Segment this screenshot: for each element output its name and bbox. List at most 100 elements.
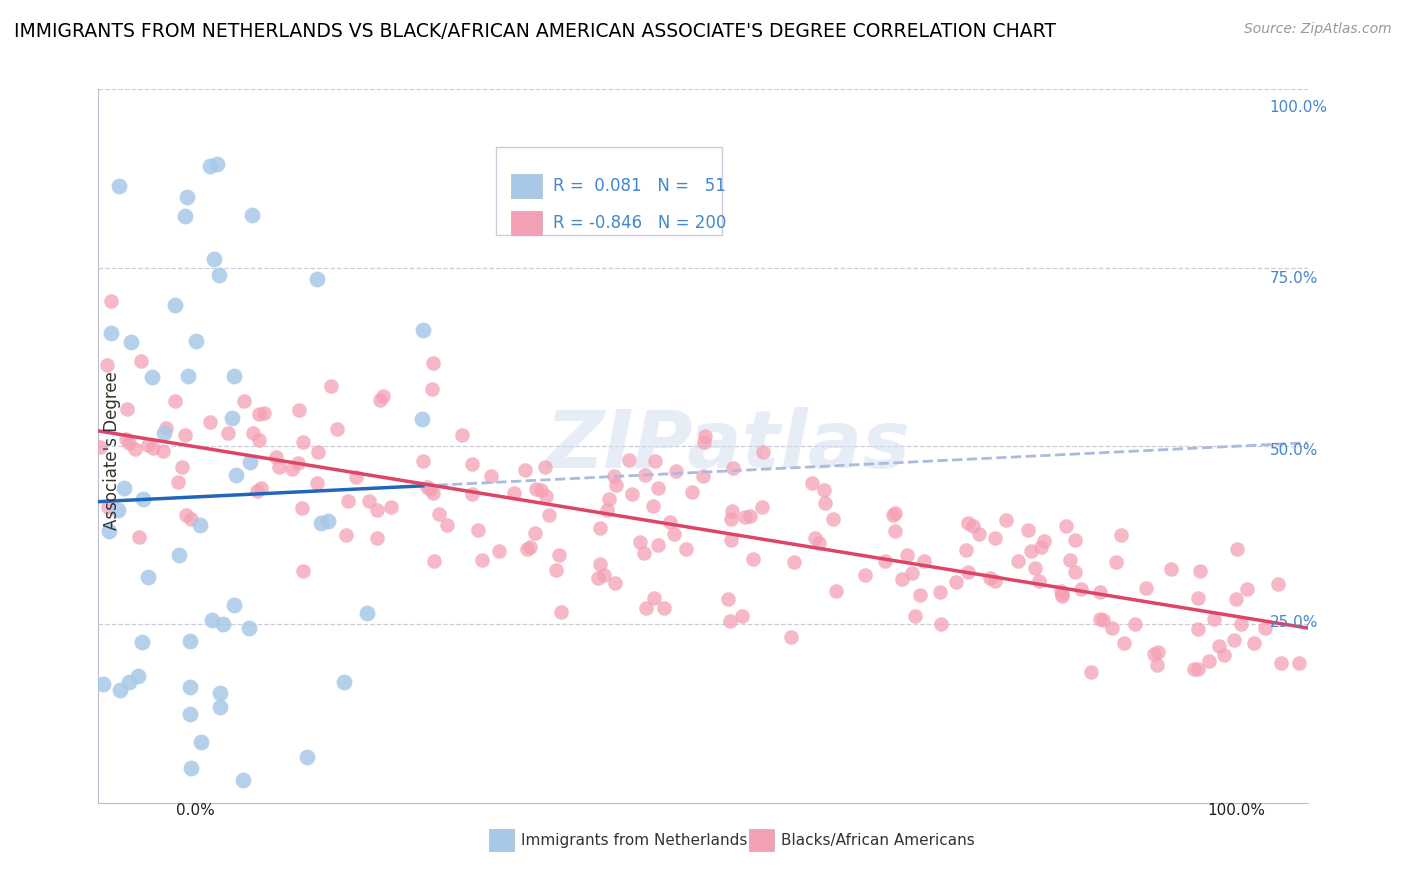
Point (1254, 621, 1277, 635)
Point (516, 542, 538, 557)
Point (1028, 574, 1050, 588)
Point (172, 459, 194, 474)
Point (983, 531, 1005, 545)
Point (1050, 584, 1073, 599)
Point (131, 353, 153, 368)
Point (695, 429, 717, 443)
Point (333, 675, 356, 690)
Point (721, 461, 744, 475)
Point (208, 700, 231, 714)
Point (96, 359, 118, 373)
Text: 25.0%: 25.0% (1270, 615, 1317, 630)
Point (221, 410, 243, 425)
Point (366, 531, 388, 545)
Point (1147, 645, 1170, 659)
Point (957, 565, 980, 579)
Point (1019, 543, 1042, 558)
Point (1064, 565, 1087, 579)
Point (471, 552, 494, 566)
Point (450, 428, 472, 442)
Point (309, 516, 332, 530)
Point (412, 323, 434, 337)
Point (598, 492, 620, 507)
Point (412, 454, 434, 468)
Point (222, 368, 245, 383)
Point (117, 401, 139, 416)
Text: 0.0%: 0.0% (176, 803, 215, 818)
Point (179, 681, 201, 695)
Point (720, 511, 742, 525)
Point (153, 425, 176, 440)
Point (141, 442, 163, 456)
Point (176, 190, 198, 204)
Point (222, 598, 245, 612)
Point (225, 467, 247, 482)
Point (643, 591, 665, 606)
Point (1187, 622, 1209, 636)
Point (179, 634, 201, 648)
Point (908, 588, 931, 602)
Point (1105, 555, 1128, 569)
Text: Associate's Degree: Associate's Degree (104, 371, 121, 530)
Point (107, 178, 129, 193)
Text: Immigrants from Netherlands: Immigrants from Netherlands (520, 833, 748, 847)
Point (717, 591, 740, 606)
Point (233, 393, 256, 408)
Point (180, 761, 202, 775)
Point (1101, 621, 1123, 635)
Point (488, 544, 510, 558)
Point (1267, 577, 1289, 591)
Point (422, 554, 444, 568)
Point (232, 773, 254, 788)
Point (321, 379, 343, 393)
Point (617, 453, 640, 467)
Point (550, 605, 572, 619)
Point (461, 486, 484, 500)
Point (945, 575, 967, 590)
Point (287, 456, 309, 470)
Point (180, 511, 202, 525)
Point (633, 546, 655, 560)
Point (693, 435, 716, 450)
Point (292, 564, 315, 578)
Point (1236, 582, 1258, 596)
Text: R = -0.846   N = 200: R = -0.846 N = 200 (554, 214, 727, 232)
Point (738, 509, 761, 524)
Point (100, 326, 122, 341)
Point (855, 567, 877, 582)
Point (366, 502, 388, 516)
Point (198, 159, 221, 173)
Point (167, 548, 190, 562)
Point (336, 494, 359, 508)
Point (692, 469, 714, 483)
Text: 100.0%: 100.0% (1208, 803, 1265, 818)
Point (721, 504, 744, 518)
Point (368, 392, 391, 407)
Point (530, 483, 553, 497)
Point (813, 496, 835, 510)
Point (824, 584, 846, 599)
Point (801, 476, 824, 491)
Text: 75.0%: 75.0% (1270, 271, 1317, 286)
Point (240, 208, 263, 222)
Point (903, 609, 925, 624)
Point (644, 454, 666, 468)
Point (641, 499, 664, 513)
Point (912, 554, 935, 568)
Point (117, 435, 139, 450)
Point (246, 484, 269, 499)
Point (1091, 613, 1114, 627)
Point (305, 271, 328, 285)
Point (1054, 519, 1077, 533)
Point (813, 483, 835, 497)
Point (190, 735, 212, 749)
Point (884, 524, 907, 538)
Point (211, 617, 233, 632)
Point (681, 485, 703, 500)
Point (305, 476, 328, 491)
Point (1213, 648, 1236, 662)
Point (929, 585, 952, 599)
Point (202, 252, 225, 267)
Point (1033, 533, 1056, 548)
Point (731, 609, 754, 624)
